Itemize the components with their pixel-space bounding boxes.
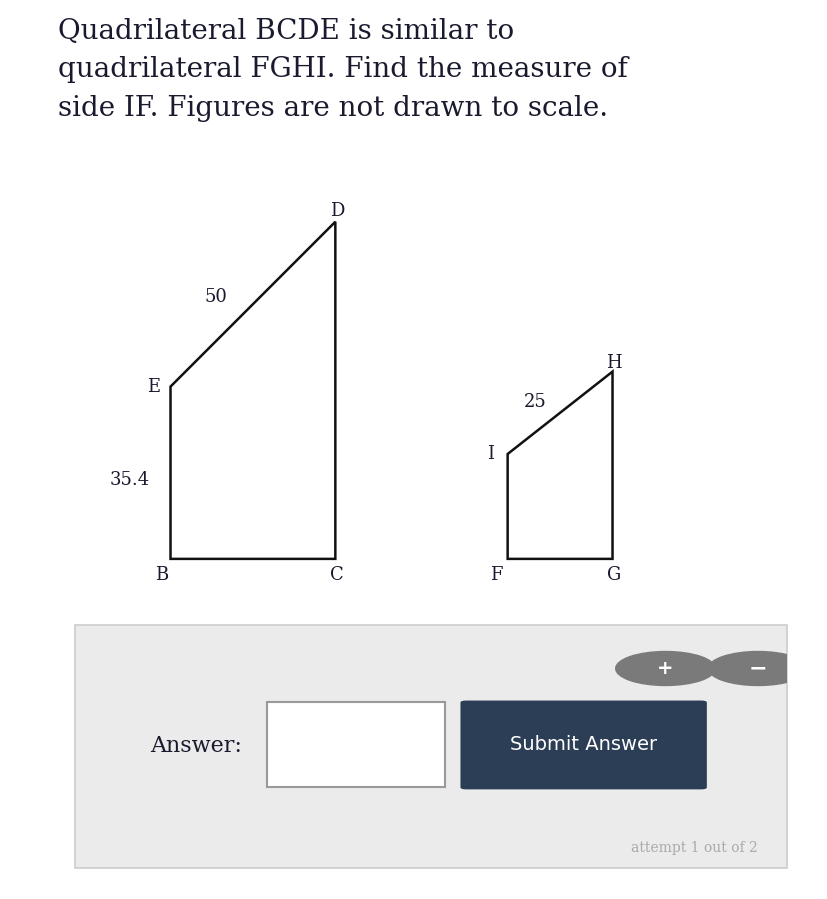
Text: Submit Answer: Submit Answer xyxy=(509,735,657,754)
Circle shape xyxy=(615,652,715,685)
Text: 35.4: 35.4 xyxy=(109,471,149,489)
Text: D: D xyxy=(329,201,343,219)
Text: F: F xyxy=(490,566,502,584)
Text: +: + xyxy=(657,659,673,678)
Circle shape xyxy=(707,652,807,685)
Text: attempt 1 out of 2: attempt 1 out of 2 xyxy=(631,841,758,855)
FancyBboxPatch shape xyxy=(266,702,444,788)
Text: 25: 25 xyxy=(523,393,546,411)
Text: Answer:: Answer: xyxy=(150,735,241,757)
Text: G: G xyxy=(606,566,620,584)
Text: H: H xyxy=(605,353,621,371)
Text: −: − xyxy=(748,658,767,679)
Text: 50: 50 xyxy=(203,288,227,306)
Text: I: I xyxy=(486,445,494,463)
FancyBboxPatch shape xyxy=(74,625,786,868)
FancyBboxPatch shape xyxy=(460,700,706,789)
Text: B: B xyxy=(155,566,168,584)
Text: Quadrilateral BCDE is similar to
quadrilateral FGHI. Find the measure of
side IF: Quadrilateral BCDE is similar to quadril… xyxy=(58,18,627,121)
Text: E: E xyxy=(147,378,160,396)
Text: C: C xyxy=(330,566,343,584)
